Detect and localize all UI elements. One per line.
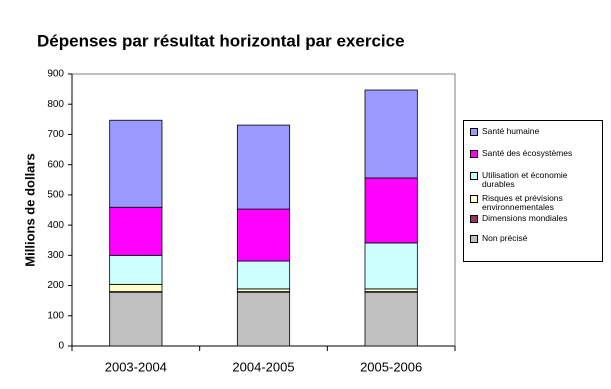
bar-segment xyxy=(236,291,291,347)
bar-segment xyxy=(364,242,418,290)
bar-segment xyxy=(364,288,418,293)
bar-segment xyxy=(364,89,418,179)
bar-segment xyxy=(109,254,163,285)
legend-swatch xyxy=(470,150,478,158)
y-tick-label: 100 xyxy=(47,310,64,321)
legend-label: Utilisation et économie durables xyxy=(482,170,568,189)
x-tick-label: 2003-2004 xyxy=(105,359,167,374)
legend: Santé humaine Santé des écosystèmes Utilis… xyxy=(463,120,603,262)
bar-segment xyxy=(236,260,291,290)
bar-segment xyxy=(364,291,418,347)
y-tick-label: 300 xyxy=(47,250,64,261)
bar-segment xyxy=(364,177,418,244)
bar-segment xyxy=(109,119,163,208)
bar-segment xyxy=(109,291,163,347)
y-tick-label: 200 xyxy=(47,280,64,291)
legend-label: Non précisé xyxy=(482,233,528,243)
y-tick-label: 400 xyxy=(47,220,64,231)
legend-swatch xyxy=(470,195,478,203)
chart-title: Dépenses par résultat horizontal par exe… xyxy=(37,31,405,50)
bar-segment xyxy=(236,208,291,262)
legend-label: Dimensions mondiales xyxy=(482,213,568,223)
legend-label: Santé humaine xyxy=(482,126,540,136)
y-tick-label: 600 xyxy=(47,159,64,170)
legend-swatch xyxy=(470,172,478,180)
x-tick-label: 2004-2005 xyxy=(232,359,294,374)
x-tick-label: 2005-2006 xyxy=(360,359,422,374)
legend-label: Risques et prévisions environnementales xyxy=(482,193,563,212)
bar-segment xyxy=(109,283,163,293)
bar-segment xyxy=(236,124,291,210)
y-tick-label: 900 xyxy=(47,69,64,80)
y-axis-label: Millions de dollars xyxy=(22,153,37,266)
legend-swatch xyxy=(470,215,478,223)
y-tick-label: 800 xyxy=(47,99,64,110)
y-tick-label: 500 xyxy=(47,190,64,201)
bar-segment xyxy=(109,206,163,256)
bar-segment xyxy=(236,288,291,293)
legend-swatch xyxy=(470,235,478,243)
y-tick-label: 0 xyxy=(58,341,64,352)
y-tick-label: 700 xyxy=(47,129,64,140)
legend-label: Santé des écosystèmes xyxy=(482,148,573,158)
legend-swatch xyxy=(470,128,478,136)
